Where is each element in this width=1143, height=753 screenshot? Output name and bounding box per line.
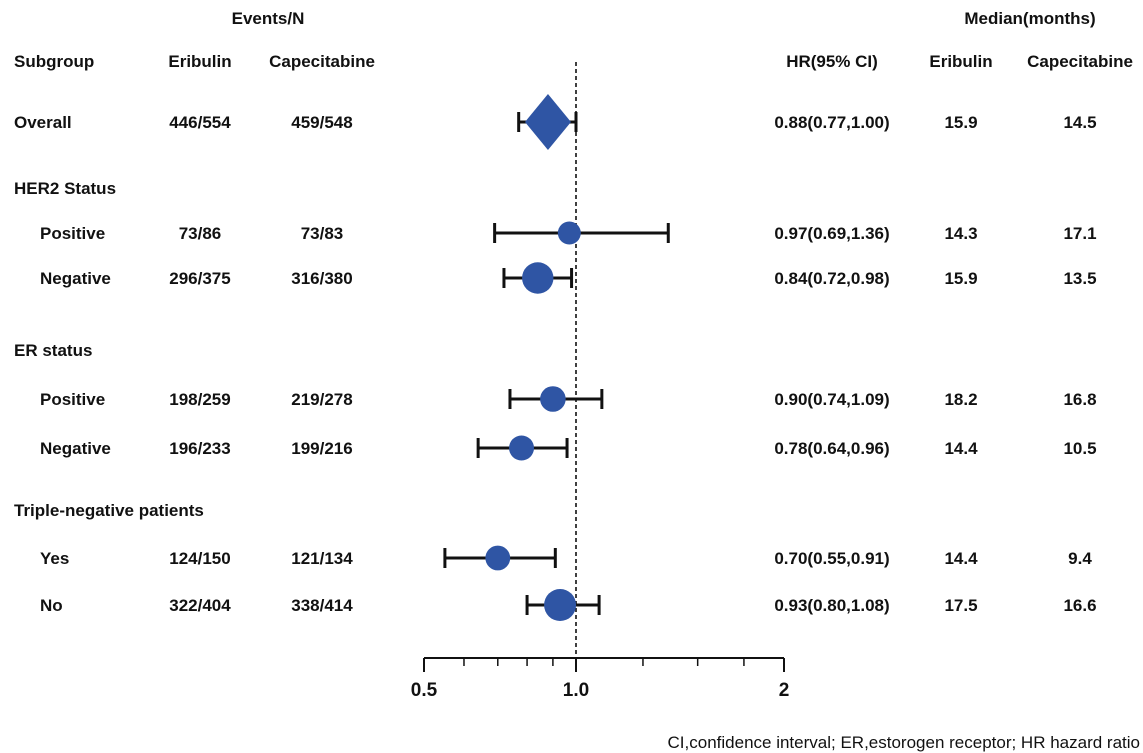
events-capecitabine-cell: 73/83: [301, 224, 344, 243]
hr-point-marker: [557, 221, 581, 245]
subgroup-label: Overall: [14, 113, 72, 132]
median-capecitabine-header: Capecitabine: [1027, 52, 1133, 71]
hr-point-marker: [540, 386, 566, 412]
median-eribulin-cell: 15.9: [944, 113, 977, 132]
hr-ci-cell: 0.70(0.55,0.91): [774, 549, 889, 568]
x-axis: 0.5 1.0 2: [411, 657, 790, 701]
tick-label: 0.5: [411, 680, 438, 701]
subgroup-row: Overall 446/554 459/548 0.88(0.77,1.00) 15.9…: [14, 94, 1097, 150]
median-eribulin-cell: 17.5: [944, 596, 977, 615]
subgroup-row: Positive 198/259 219/278 0.90(0.74,1.09) 18.…: [40, 386, 1097, 412]
events-capecitabine-cell: 121/134: [291, 549, 353, 568]
events-eribulin-cell: 196/233: [169, 439, 230, 458]
median-capecitabine-cell: 16.6: [1063, 596, 1096, 615]
group-header-row: HER2 Status: [14, 179, 116, 198]
events-eribulin-cell: 124/150: [169, 549, 230, 568]
median-capecitabine-cell: 17.1: [1063, 224, 1096, 243]
hr-point-marker: [485, 545, 511, 571]
subgroup-label: No: [40, 596, 63, 615]
median-capecitabine-cell: 13.5: [1063, 269, 1096, 288]
hr-ci-cell: 0.84(0.72,0.98): [774, 269, 889, 288]
median-eribulin-cell: 14.3: [944, 224, 977, 243]
group-header-row: ER status: [14, 341, 92, 360]
subgroup-header: Subgroup: [14, 52, 94, 71]
group-header-row: Triple-negative patients: [14, 501, 204, 520]
subgroup-row: Negative 296/375 316/380 0.84(0.72,0.98) 15.…: [40, 262, 1097, 294]
subgroup-label: Negative: [40, 269, 111, 288]
subgroup-row: Yes 124/150 121/134 0.70(0.55,0.91) 14.4 9.4: [40, 545, 1092, 571]
subgroup-label: Positive: [40, 390, 105, 409]
median-group-header: Median(months): [964, 9, 1095, 28]
median-eribulin-cell: 15.9: [944, 269, 977, 288]
subgroup-label: Negative: [40, 439, 111, 458]
events-group-header: Events/N: [232, 9, 305, 28]
median-eribulin-cell: 14.4: [944, 549, 978, 568]
median-eribulin-cell: 14.4: [944, 439, 978, 458]
events-capecitabine-cell: 338/414: [291, 596, 353, 615]
events-eribulin-cell: 198/259: [169, 390, 230, 409]
hr-ci-cell: 0.90(0.74,1.09): [774, 390, 889, 409]
footnote: CI,confidence interval; ER,estorogen rec…: [668, 733, 1140, 752]
subgroup-label: Positive: [40, 224, 105, 243]
hr-ci-cell: 0.97(0.69,1.36): [774, 224, 889, 243]
overall-diamond-marker: [524, 94, 571, 150]
group-label: HER2 Status: [14, 179, 116, 198]
subgroup-row: Positive 73/86 73/83 0.97(0.69,1.36) 14.3 17.…: [40, 221, 1097, 245]
events-capecitabine-cell: 219/278: [291, 390, 352, 409]
events-capecitabine-cell: 459/548: [291, 113, 352, 132]
median-capecitabine-cell: 14.5: [1063, 113, 1096, 132]
median-eribulin-header: Eribulin: [929, 52, 992, 71]
subgroup-label: Yes: [40, 549, 69, 568]
events-capecitabine-cell: 316/380: [291, 269, 352, 288]
eribulin-events-header: Eribulin: [168, 52, 231, 71]
hr-ci-cell: 0.78(0.64,0.96): [774, 439, 889, 458]
group-label: Triple-negative patients: [14, 501, 204, 520]
median-capecitabine-cell: 16.8: [1063, 390, 1096, 409]
events-eribulin-cell: 322/404: [169, 596, 231, 615]
events-eribulin-cell: 446/554: [169, 113, 231, 132]
median-capecitabine-cell: 9.4: [1068, 549, 1092, 568]
capecitabine-events-header: Capecitabine: [269, 52, 375, 71]
hr-point-marker: [509, 435, 535, 461]
hr-ci-header: HR(95% CI): [786, 52, 878, 71]
median-eribulin-cell: 18.2: [944, 390, 977, 409]
tick-label: 1.0: [563, 680, 589, 701]
group-label: ER status: [14, 341, 92, 360]
forest-rows: Overall 446/554 459/548 0.88(0.77,1.00) 15.9…: [14, 62, 1097, 660]
hr-point-marker: [544, 589, 577, 621]
subgroup-row: Negative 196/233 199/216 0.78(0.64,0.96) 14.…: [40, 435, 1097, 461]
subgroup-row: No 322/404 338/414 0.93(0.80,1.08) 17.5 16.6: [40, 589, 1097, 621]
hr-ci-cell: 0.93(0.80,1.08): [774, 596, 889, 615]
events-eribulin-cell: 73/86: [179, 224, 222, 243]
tick-label: 2: [779, 680, 790, 701]
hr-ci-cell: 0.88(0.77,1.00): [774, 113, 889, 132]
events-eribulin-cell: 296/375: [169, 269, 230, 288]
hr-point-marker: [522, 262, 554, 294]
median-capecitabine-cell: 10.5: [1063, 439, 1096, 458]
events-capecitabine-cell: 199/216: [291, 439, 352, 458]
